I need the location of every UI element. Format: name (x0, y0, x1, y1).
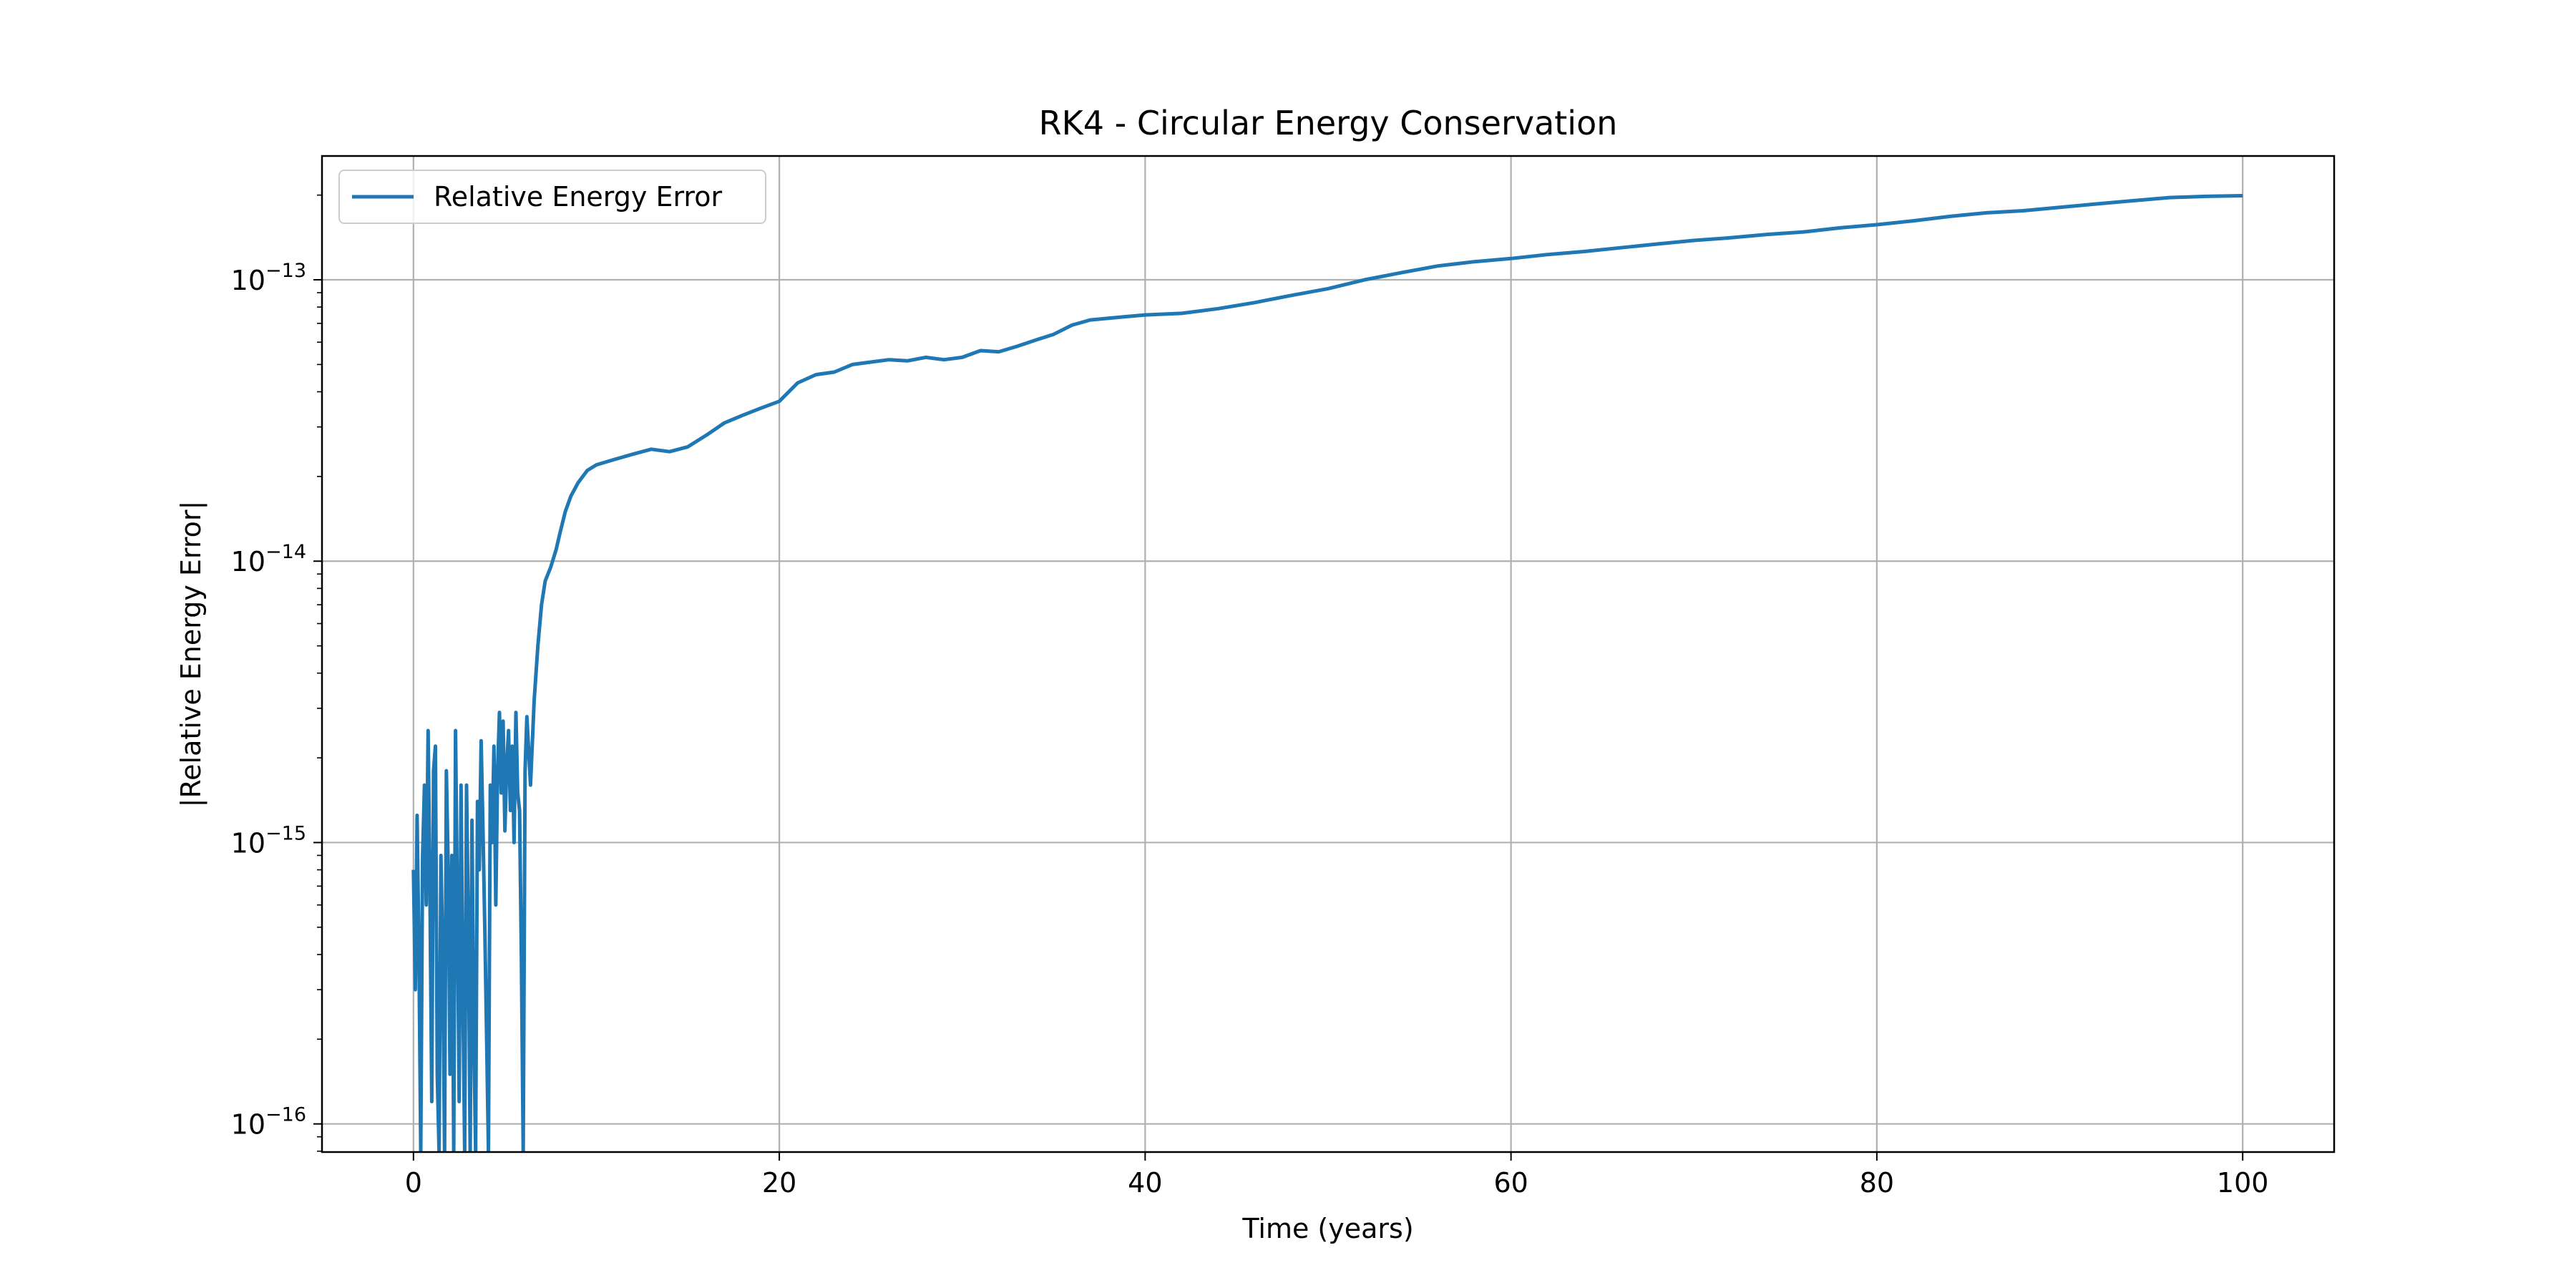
x-tick-label: 60 (1493, 1167, 1528, 1199)
y-tick-label: 10−16 (231, 1104, 306, 1141)
legend: Relative Energy Error (338, 170, 766, 224)
x-tick-label: 100 (2217, 1167, 2269, 1199)
x-tick-label: 0 (405, 1167, 422, 1199)
y-tick-label: 10−13 (231, 260, 306, 296)
grid-layer (322, 156, 2334, 1152)
x-tick-label: 40 (1128, 1167, 1162, 1199)
series-line-relative-energy-error (411, 194, 2243, 1152)
y-tick-label: 10−15 (231, 822, 306, 859)
legend-label: Relative Energy Error (434, 181, 722, 213)
y-tick-label: 10−14 (231, 541, 306, 577)
chart-title: RK4 - Circular Energy Conservation (1039, 104, 1618, 142)
x-tick-label: 20 (762, 1167, 796, 1199)
legend-box (338, 170, 766, 224)
y-axis-label: |Relative Energy Error| (175, 501, 208, 808)
series-layer (411, 194, 2243, 1152)
x-tick-label: 80 (1860, 1167, 1894, 1199)
plot-frame (321, 155, 2336, 1153)
tick-layer: 0 20 40 60 80 100 10−16 10−15 10−14 10−13 (231, 194, 2269, 1199)
x-axis-label: Time (years) (1241, 1213, 1413, 1244)
